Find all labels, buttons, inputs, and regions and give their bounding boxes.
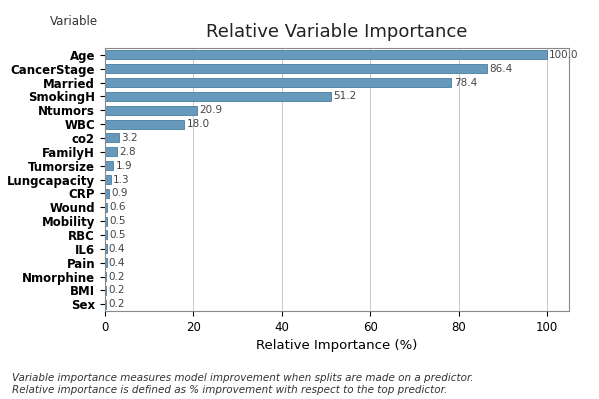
- Text: 0.2: 0.2: [108, 299, 125, 309]
- Text: 0.2: 0.2: [108, 285, 125, 295]
- Bar: [105, 161, 113, 170]
- Text: 0.5: 0.5: [109, 230, 126, 240]
- Text: 0.6: 0.6: [110, 202, 126, 212]
- Text: Variable importance measures model improvement when splits are made on a predict: Variable importance measures model impro…: [12, 373, 473, 395]
- Bar: [105, 92, 331, 101]
- Text: 100.0: 100.0: [549, 50, 579, 60]
- Text: 0.5: 0.5: [109, 216, 126, 226]
- Text: 20.9: 20.9: [199, 105, 223, 115]
- Bar: [105, 78, 452, 87]
- Text: 78.4: 78.4: [453, 77, 477, 87]
- Text: Variable: Variable: [50, 16, 98, 28]
- Bar: [105, 175, 111, 184]
- Text: 0.9: 0.9: [111, 188, 128, 198]
- Text: 0.4: 0.4: [109, 258, 125, 268]
- X-axis label: Relative Importance (%): Relative Importance (%): [256, 340, 418, 352]
- Bar: [105, 147, 117, 156]
- Title: Relative Variable Importance: Relative Variable Importance: [206, 23, 468, 41]
- Bar: [105, 244, 107, 253]
- Text: 0.2: 0.2: [108, 272, 125, 282]
- Bar: [105, 50, 547, 59]
- Text: 18.0: 18.0: [187, 119, 210, 129]
- Text: 86.4: 86.4: [489, 64, 512, 74]
- Text: 1.3: 1.3: [113, 174, 129, 185]
- Bar: [105, 120, 184, 128]
- Text: 0.4: 0.4: [109, 244, 125, 254]
- Bar: [105, 258, 107, 267]
- Bar: [105, 231, 107, 239]
- Text: 2.8: 2.8: [119, 147, 136, 157]
- Bar: [105, 203, 107, 212]
- Bar: [105, 64, 487, 73]
- Bar: [105, 217, 107, 226]
- Bar: [105, 133, 119, 142]
- Bar: [105, 189, 109, 198]
- Text: 1.9: 1.9: [116, 161, 132, 171]
- Bar: [105, 106, 197, 115]
- Text: 3.2: 3.2: [121, 133, 138, 143]
- Text: 51.2: 51.2: [334, 91, 356, 101]
